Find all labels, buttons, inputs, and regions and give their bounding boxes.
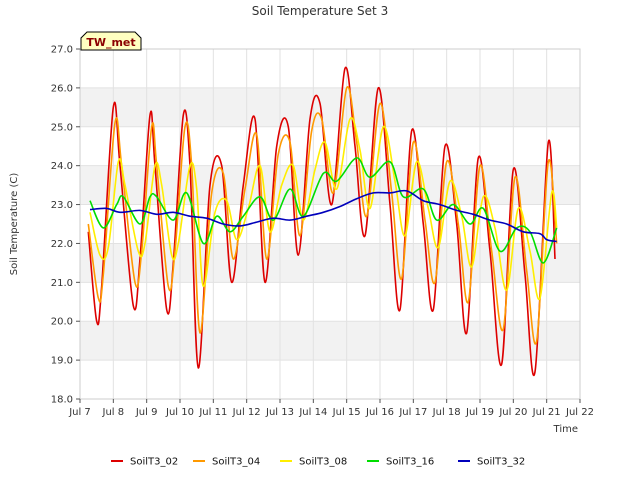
x-tick-label: Jul 8 bbox=[102, 407, 125, 418]
x-tick-label: Jul 12 bbox=[232, 407, 261, 418]
x-tick-label: Jul 10 bbox=[165, 407, 194, 418]
x-tick-label: Jul 19 bbox=[465, 407, 494, 418]
plot-area bbox=[79, 48, 581, 400]
station-badge: TW_met bbox=[80, 31, 142, 51]
series-line-soilt3-08 bbox=[89, 117, 558, 301]
y-tick-label: 22.0 bbox=[51, 239, 73, 250]
y-tick-label: 20.0 bbox=[51, 317, 73, 328]
x-tick-label: Jul 17 bbox=[398, 407, 427, 418]
legend: SoilT3_02 SoilT3_04 SoilT3_08 SoilT3_16 Soil… bbox=[111, 457, 525, 468]
legend-label: SoilT3_08 bbox=[299, 457, 347, 468]
legend-label: SoilT3_16 bbox=[386, 457, 434, 468]
series-line-soilt3-32 bbox=[89, 189, 557, 243]
plot-band bbox=[80, 87, 580, 127]
series-line-soilt3-04 bbox=[87, 86, 558, 345]
chart-title: Soil Temperature Set 3 bbox=[252, 4, 388, 18]
x-axis-title: Time bbox=[553, 424, 578, 435]
x-tick-label: Jul 7 bbox=[68, 407, 91, 418]
y-tick-label: 18.0 bbox=[51, 395, 73, 406]
legend-label: SoilT3_04 bbox=[212, 457, 260, 468]
x-tick-label: Jul 15 bbox=[332, 407, 361, 418]
x-tick-label: Jul 20 bbox=[498, 407, 527, 418]
y-axis-title: Soil Temperature (C) bbox=[9, 173, 20, 276]
y-tick-label: 21.0 bbox=[51, 278, 73, 289]
y-tick-label: 24.0 bbox=[51, 161, 73, 172]
y-tick-label: 25.0 bbox=[51, 122, 73, 133]
legend-label: SoilT3_02 bbox=[130, 457, 178, 468]
x-tick-label: Jul 14 bbox=[298, 407, 327, 418]
y-tick-label: 19.0 bbox=[51, 356, 73, 367]
series-layer bbox=[87, 66, 558, 376]
series-line-soilt3-16 bbox=[89, 157, 558, 264]
x-tick-label: Jul 13 bbox=[265, 407, 294, 418]
legend-label: SoilT3_32 bbox=[477, 457, 525, 468]
y-axis: 18.0 19.0 20.0 21.0 22.0 23.0 24.0 25.0 26.0 27.0 bbox=[51, 45, 80, 406]
x-tick-label: Jul 16 bbox=[365, 407, 394, 418]
x-tick-label: Jul 9 bbox=[135, 407, 158, 418]
y-tick-label: 27.0 bbox=[51, 45, 73, 56]
y-tick-label: 23.0 bbox=[51, 200, 73, 211]
x-tick-label: Jul 11 bbox=[198, 407, 227, 418]
x-axis: Jul 7 Jul 8 Jul 9 Jul 10 Jul 11 Jul 12 Jul 13 J… bbox=[68, 399, 594, 418]
x-tick-label: Jul 21 bbox=[532, 407, 561, 418]
x-tick-label: Jul 22 bbox=[565, 407, 594, 418]
x-tick-label: Jul 18 bbox=[432, 407, 461, 418]
y-tick-label: 26.0 bbox=[51, 83, 73, 94]
station-badge-label: TW_met bbox=[86, 36, 135, 49]
